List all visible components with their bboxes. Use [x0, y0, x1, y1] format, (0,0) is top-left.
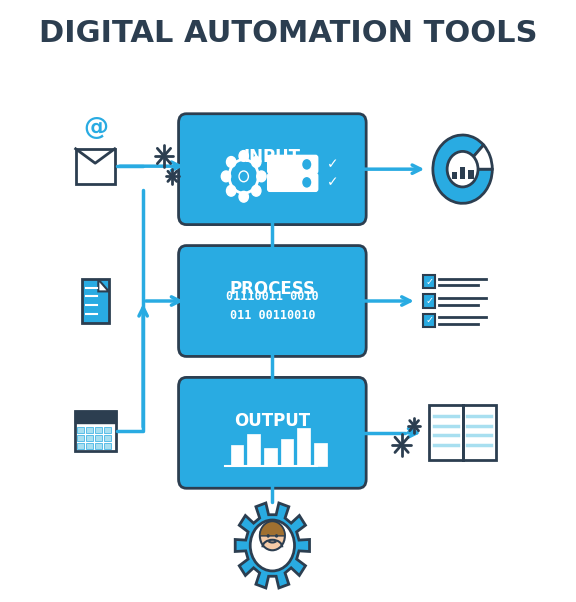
Bar	[77, 427, 84, 433]
Polygon shape	[98, 279, 109, 291]
Text: @: @	[84, 116, 109, 140]
Text: ✓: ✓	[327, 175, 338, 190]
Circle shape	[257, 171, 266, 182]
Bar	[104, 435, 111, 441]
Circle shape	[239, 171, 248, 182]
Circle shape	[302, 176, 312, 188]
FancyBboxPatch shape	[268, 173, 318, 191]
FancyBboxPatch shape	[179, 246, 366, 356]
Circle shape	[239, 191, 248, 202]
Bar	[95, 427, 102, 433]
Bar	[297, 428, 310, 466]
Bar	[82, 279, 109, 323]
Bar	[230, 445, 243, 466]
Bar	[86, 444, 93, 449]
Bar	[77, 444, 84, 449]
Bar	[75, 411, 116, 423]
Bar	[75, 411, 116, 452]
Circle shape	[275, 534, 278, 538]
Bar	[452, 172, 457, 179]
Bar	[95, 435, 102, 441]
Circle shape	[226, 185, 236, 196]
FancyBboxPatch shape	[179, 377, 366, 488]
Bar	[264, 448, 276, 466]
Bar	[247, 433, 260, 466]
Wedge shape	[463, 145, 492, 169]
Text: 011 00110010: 011 00110010	[230, 309, 315, 323]
Bar	[95, 444, 102, 449]
Text: INPUT: INPUT	[244, 148, 301, 166]
FancyBboxPatch shape	[268, 155, 318, 173]
Wedge shape	[260, 521, 285, 536]
Bar	[86, 435, 93, 441]
Bar	[77, 435, 84, 441]
Circle shape	[252, 185, 261, 196]
Circle shape	[226, 157, 236, 167]
Circle shape	[302, 158, 312, 170]
Wedge shape	[433, 135, 492, 203]
Bar	[75, 149, 115, 184]
Text: ✓: ✓	[327, 157, 338, 172]
Circle shape	[447, 152, 478, 187]
Polygon shape	[235, 503, 309, 588]
Circle shape	[250, 520, 294, 571]
Bar	[429, 405, 463, 461]
Text: PROCESS: PROCESS	[229, 280, 316, 298]
Circle shape	[260, 521, 285, 550]
FancyBboxPatch shape	[179, 114, 366, 225]
Bar	[423, 275, 435, 288]
Text: ✓: ✓	[425, 277, 433, 287]
Circle shape	[239, 150, 248, 161]
Bar	[423, 314, 435, 327]
Text: OUTPUT: OUTPUT	[234, 412, 310, 430]
Text: ✓: ✓	[425, 315, 433, 325]
Text: ✓: ✓	[425, 296, 433, 306]
Bar	[460, 167, 465, 179]
Circle shape	[252, 157, 261, 167]
Circle shape	[267, 534, 270, 538]
Bar	[423, 294, 435, 308]
Text: 01110011 0010: 01110011 0010	[226, 290, 319, 303]
Bar	[104, 427, 111, 433]
Bar	[86, 427, 93, 433]
Text: DIGITAL AUTOMATION TOOLS: DIGITAL AUTOMATION TOOLS	[39, 19, 537, 48]
Bar	[463, 405, 497, 461]
Bar	[314, 443, 327, 466]
Bar	[281, 439, 293, 466]
Bar	[104, 444, 111, 449]
Circle shape	[221, 171, 230, 182]
Bar	[468, 170, 473, 179]
